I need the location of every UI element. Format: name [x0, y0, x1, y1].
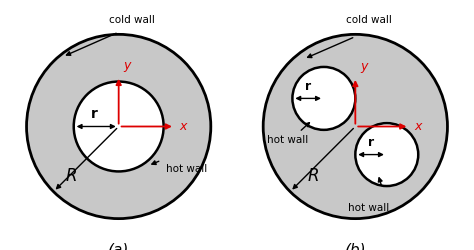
Circle shape — [27, 34, 211, 219]
Circle shape — [74, 82, 164, 172]
Circle shape — [356, 123, 418, 186]
Text: hot wall: hot wall — [267, 135, 309, 145]
Text: (a): (a) — [108, 242, 129, 250]
Text: $\mathbf{r}$: $\mathbf{r}$ — [304, 80, 312, 93]
Text: $\mathbf{r}$: $\mathbf{r}$ — [90, 107, 98, 121]
Text: $y$: $y$ — [360, 61, 370, 75]
Circle shape — [263, 34, 447, 219]
Text: cold wall: cold wall — [346, 15, 392, 25]
Text: $x$: $x$ — [414, 120, 424, 133]
Text: cold wall: cold wall — [109, 15, 155, 25]
Text: $\mathbf{r}$: $\mathbf{r}$ — [367, 136, 375, 149]
Text: $R$: $R$ — [65, 167, 77, 185]
Text: hot wall: hot wall — [166, 164, 207, 174]
Text: hot wall: hot wall — [348, 203, 390, 213]
Text: $x$: $x$ — [179, 120, 189, 133]
Circle shape — [292, 67, 356, 130]
Text: $y$: $y$ — [123, 60, 133, 74]
Text: $R$: $R$ — [307, 167, 319, 185]
Text: (b): (b) — [345, 242, 366, 250]
